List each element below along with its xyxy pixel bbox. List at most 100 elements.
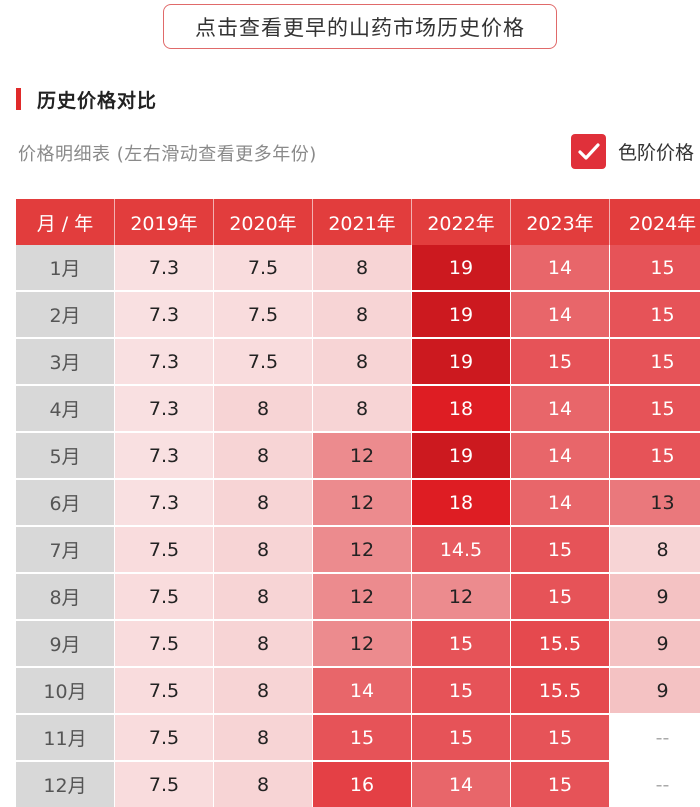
- price-cell: 14: [511, 292, 610, 339]
- price-cell: 7.5: [115, 621, 214, 668]
- color-scale-checkbox[interactable]: [571, 134, 606, 169]
- table-row: 6月 7.3 8 12 18 14 13: [16, 480, 700, 527]
- color-scale-toggle[interactable]: 色阶价格: [571, 134, 694, 169]
- price-cell: 8: [214, 621, 313, 668]
- price-cell: --: [610, 715, 700, 762]
- price-cell: 8: [214, 480, 313, 527]
- month-cell: 5月: [16, 433, 115, 480]
- month-cell: 11月: [16, 715, 115, 762]
- price-cell: 8: [214, 433, 313, 480]
- month-cell: 12月: [16, 762, 115, 807]
- price-cell: 8: [313, 245, 412, 292]
- month-cell: 9月: [16, 621, 115, 668]
- month-cell: 8月: [16, 574, 115, 621]
- month-cell: 4月: [16, 386, 115, 433]
- table-row: 2月 7.3 7.5 8 19 14 15: [16, 292, 700, 339]
- price-cell: 7.3: [115, 292, 214, 339]
- price-cell: 7.3: [115, 245, 214, 292]
- month-cell: 6月: [16, 480, 115, 527]
- column-header-year: 2020年: [214, 199, 313, 245]
- price-cell: 14: [511, 386, 610, 433]
- price-cell: 15: [511, 574, 610, 621]
- earlier-history-button[interactable]: 点击查看更早的山药市场历史价格: [163, 4, 557, 49]
- section-title: 历史价格对比: [37, 89, 158, 112]
- price-cell: 8: [313, 292, 412, 339]
- price-cell: 7.3: [115, 433, 214, 480]
- price-cell: 7.5: [115, 715, 214, 762]
- price-table: 月 / 年 2019年 2020年 2021年 2022年 2023年 2024年 1月 7.…: [16, 199, 700, 807]
- price-cell: 15: [610, 292, 700, 339]
- table-row: 1月 7.3 7.5 8 19 14 15: [16, 245, 700, 292]
- table-row: 7月 7.5 8 12 14.5 15 8: [16, 527, 700, 574]
- price-cell: 19: [412, 245, 511, 292]
- month-cell: 7月: [16, 527, 115, 574]
- table-hint: 价格明细表 (左右滑动查看更多年份): [18, 144, 317, 165]
- table-row: 9月 7.5 8 12 15 15.5 9: [16, 621, 700, 668]
- price-cell: 8: [214, 527, 313, 574]
- price-cell: 7.5: [115, 574, 214, 621]
- price-cell: 16: [313, 762, 412, 807]
- price-cell: 12: [412, 574, 511, 621]
- price-cell: 13: [610, 480, 700, 527]
- price-cell: 15: [610, 433, 700, 480]
- month-cell: 1月: [16, 245, 115, 292]
- price-cell: 19: [412, 339, 511, 386]
- price-cell: 18: [412, 480, 511, 527]
- price-cell: 7.3: [115, 339, 214, 386]
- price-table-scroll[interactable]: 月 / 年 2019年 2020年 2021年 2022年 2023年 2024年 1月 7.…: [16, 199, 700, 807]
- table-row: 5月 7.3 8 12 19 14 15: [16, 433, 700, 480]
- price-cell: 12: [313, 480, 412, 527]
- price-cell: 15.5: [511, 621, 610, 668]
- price-cell: 14: [511, 433, 610, 480]
- price-cell: 15: [610, 339, 700, 386]
- price-cell: 7.3: [115, 386, 214, 433]
- price-cell: 19: [412, 292, 511, 339]
- price-cell: 8: [214, 668, 313, 715]
- table-row: 10月 7.5 8 14 15 15.5 9: [16, 668, 700, 715]
- column-header-year: 2021年: [313, 199, 412, 245]
- price-cell: 8: [610, 527, 700, 574]
- price-cell: 15: [412, 621, 511, 668]
- color-scale-label: 色阶价格: [618, 142, 695, 164]
- price-cell: 8: [313, 339, 412, 386]
- price-cell: 14.5: [412, 527, 511, 574]
- price-cell: 8: [214, 386, 313, 433]
- month-cell: 10月: [16, 668, 115, 715]
- price-cell: 15: [412, 668, 511, 715]
- price-cell: 15: [313, 715, 412, 762]
- section-accent-bar: [16, 88, 21, 110]
- price-cell: 14: [511, 245, 610, 292]
- table-row: 4月 7.3 8 8 18 14 15: [16, 386, 700, 433]
- price-cell: 9: [610, 574, 700, 621]
- price-cell: 7.5: [214, 245, 313, 292]
- checkmark-icon: [577, 142, 600, 160]
- price-cell: 15: [412, 715, 511, 762]
- price-cell: 8: [214, 715, 313, 762]
- price-cell: 7.5: [214, 292, 313, 339]
- price-cell: 15: [610, 386, 700, 433]
- price-cell: 7.3: [115, 480, 214, 527]
- price-cell: 19: [412, 433, 511, 480]
- price-cell: 18: [412, 386, 511, 433]
- price-cell: 15: [511, 339, 610, 386]
- price-cell: 14: [511, 480, 610, 527]
- price-cell: 15: [511, 762, 610, 807]
- column-header-year: 2022年: [412, 199, 511, 245]
- price-cell: 8: [214, 574, 313, 621]
- price-cell: 9: [610, 668, 700, 715]
- table-header-row: 月 / 年 2019年 2020年 2021年 2022年 2023年 2024年: [16, 199, 700, 245]
- price-cell: 15: [511, 715, 610, 762]
- price-cell: 7.5: [115, 527, 214, 574]
- price-cell: 12: [313, 527, 412, 574]
- price-cell: 7.5: [214, 339, 313, 386]
- column-header-month-year: 月 / 年: [16, 199, 115, 245]
- column-header-year: 2023年: [511, 199, 610, 245]
- section-header: 历史价格对比: [16, 86, 157, 112]
- price-cell: 15: [511, 527, 610, 574]
- table-row: 3月 7.3 7.5 8 19 15 15: [16, 339, 700, 386]
- price-cell: 8: [214, 762, 313, 807]
- price-cell: 12: [313, 621, 412, 668]
- price-cell: 12: [313, 433, 412, 480]
- price-cell: 7.5: [115, 668, 214, 715]
- column-header-year: 2019年: [115, 199, 214, 245]
